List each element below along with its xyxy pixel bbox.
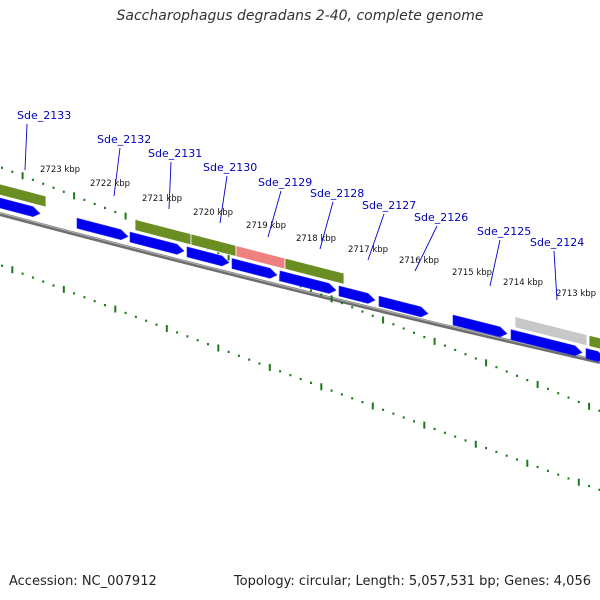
inner-tick-ring [1, 264, 600, 491]
gene-label: Sde_2124 [530, 236, 584, 249]
gene-label: Sde_2132 [97, 133, 151, 146]
scale-label: 2714 kbp [503, 278, 543, 288]
feature-block [588, 334, 600, 350]
forward-gene-arrow [510, 329, 583, 357]
gene-label: Sde_2128 [310, 187, 364, 200]
scale-label: 2722 kbp [90, 179, 130, 189]
feature-block [284, 257, 345, 285]
genome-backbone-highlight [0, 212, 600, 362]
gene-label: Sde_2131 [148, 147, 202, 160]
forward-gene-arrow [452, 314, 508, 338]
gene-leader-line [267, 190, 282, 238]
forward-gene-arrow [378, 295, 429, 318]
gene-label: Sde_2130 [203, 161, 257, 174]
forward-gene-arrow [76, 217, 129, 241]
gene-leader-line [168, 161, 172, 210]
gene-leader-line [367, 213, 385, 261]
gene-label-layer: Sde_2133 Sde_2132Sde_2131Sde_2130Sde_2129… [17, 109, 584, 301]
scale-label: 2720 kbp [193, 208, 233, 218]
gene-label: Sde_2127 [362, 199, 416, 212]
scale-label: 2718 kbp [296, 234, 336, 244]
gene-leader-line [319, 201, 334, 250]
scale-label: 2715 kbp [452, 268, 492, 278]
scale-label: 2717 kbp [348, 245, 388, 255]
gene-track [0, 197, 600, 362]
gene-label: Sde_2125 [477, 225, 531, 238]
accession-label: Accession: NC_007912 [9, 574, 157, 589]
feature-block [0, 183, 47, 208]
genome-summary: Topology: circular; Length: 5,057,531 bp… [233, 574, 591, 589]
gene-leader-line [414, 225, 438, 272]
gene-leader-line [489, 239, 501, 287]
forward-gene-arrow [186, 246, 230, 267]
scale-label: 2716 kbp [399, 256, 439, 266]
gene-leader-line [219, 175, 228, 224]
page-title: Saccharophagus degradans 2-40, complete … [116, 8, 484, 24]
feature-block [514, 316, 588, 347]
gene-label: Sde_2126 [414, 211, 468, 224]
gene-label: Sde_2133 [17, 109, 71, 122]
genome-backbone [0, 212, 600, 364]
scale-label: 2713 kbp [556, 289, 596, 299]
scale-labels: 2723 kbp 2722 kbp 2721 kbp 2720 kbp 2719 kbp… [40, 165, 596, 299]
forward-gene-arrow [585, 348, 600, 362]
forward-gene-arrow [279, 270, 337, 294]
scale-label: 2721 kbp [142, 194, 182, 204]
scale-label: 2723 kbp [40, 165, 80, 175]
gene-leader-line [553, 250, 558, 301]
forward-gene-arrow [129, 231, 185, 255]
gene-label: Sde_2129 [258, 176, 312, 189]
forward-gene-arrow [231, 258, 278, 279]
gene-leader-line [24, 123, 28, 171]
forward-gene-arrow [338, 285, 376, 304]
feature-track [0, 183, 600, 350]
gene-leader-line [113, 147, 121, 197]
scale-label: 2719 kbp [246, 221, 286, 231]
forward-gene-arrow [0, 197, 41, 217]
